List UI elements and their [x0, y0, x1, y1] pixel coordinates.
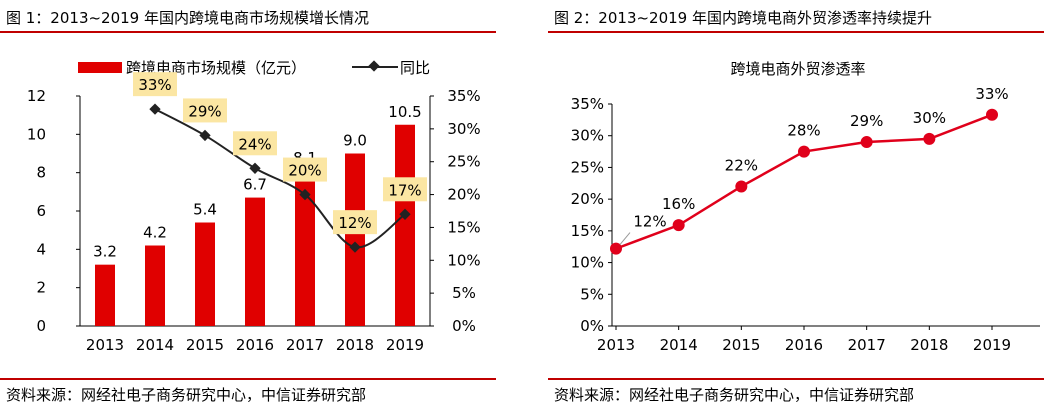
growth-label-box	[233, 131, 277, 156]
figure-1-panel: 图 1：2013~2019 年国内跨境电商市场规模增长情况 跨境电商市场规模（亿…	[0, 0, 496, 409]
figure-1-chart: 跨境电商市场规模（亿元） 同比0246810120%5%10%15%20%25%3…	[27, 59, 481, 354]
bar-value-label: 9.0	[343, 132, 367, 150]
penetration-point	[735, 180, 748, 193]
y-tick-label: 25%	[571, 158, 604, 176]
penetration-label: 16%	[662, 195, 695, 213]
penetration-label: 30%	[913, 109, 946, 127]
y-tick-label: 4	[36, 240, 46, 258]
x-tick-label: 2013	[597, 336, 635, 354]
y2-tick-label: 35%	[447, 87, 480, 105]
bar-value-label: 3.2	[93, 243, 117, 261]
x-tick-label: 2018	[336, 336, 374, 354]
figure-1-title: 图 1：2013~2019 年国内跨境电商市场规模增长情况	[6, 9, 369, 27]
y2-tick-label: 5%	[452, 284, 476, 302]
growth-point	[299, 188, 311, 201]
bar	[145, 245, 165, 326]
x-tick-label: 2017	[286, 336, 324, 354]
y-tick-label: 0%	[580, 317, 604, 335]
legend-bar-swatch	[78, 62, 122, 73]
x-tick-label: 2019	[973, 336, 1011, 354]
y-tick-label: 2	[36, 279, 46, 297]
penetration-point	[672, 219, 685, 232]
y-tick-label: 0	[36, 317, 46, 335]
bar-value-label: 10.5	[388, 103, 421, 121]
figure-2-title: 图 2：2013~2019 年国内跨境电商外贸渗透率持续提升	[554, 9, 932, 27]
y-tick-label: 6	[36, 202, 46, 220]
bar-value-label: 4.2	[143, 224, 167, 242]
growth-label-box	[183, 98, 227, 123]
growth-label: 17%	[388, 181, 421, 199]
figure-1-bottom-rule	[0, 378, 496, 380]
figure-1-source: 资料来源：网经社电子商务研究中心，中信证券研究部	[6, 386, 367, 404]
x-tick-label: 2013	[86, 336, 124, 354]
figure-2-source: 资料来源：网经社电子商务研究中心，中信证券研究部	[554, 386, 915, 404]
figure-2-panel: 图 2：2013~2019 年国内跨境电商外贸渗透率持续提升 跨境电商外贸渗透率…	[548, 0, 1044, 409]
figure-2-bottom-rule	[548, 378, 1044, 380]
growth-label: 20%	[288, 162, 321, 180]
x-tick-label: 2014	[660, 336, 698, 354]
growth-label: 12%	[338, 214, 371, 232]
y-tick-label: 8	[36, 164, 46, 182]
y-tick-label: 30%	[571, 127, 604, 145]
x-tick-label: 2016	[236, 336, 274, 354]
x-tick-label: 2018	[910, 336, 948, 354]
bar	[395, 124, 415, 326]
x-tick-label: 2017	[848, 336, 886, 354]
bar	[345, 153, 365, 326]
y2-tick-label: 0%	[452, 317, 476, 335]
growth-label-box	[333, 210, 377, 235]
penetration-label: 12%	[633, 213, 666, 231]
bar	[195, 222, 215, 326]
growth-point	[149, 103, 161, 115]
growth-label: 24%	[238, 135, 271, 153]
label-leader-line	[619, 232, 631, 245]
penetration-label: 28%	[787, 122, 820, 140]
penetration-point	[860, 136, 873, 149]
penetration-label: 33%	[975, 85, 1008, 103]
growth-label-box	[133, 72, 177, 97]
y-tick-label: 10	[27, 125, 46, 143]
figure-2-top-rule	[548, 31, 1044, 33]
figure-1-top-rule	[0, 31, 496, 33]
growth-point	[349, 241, 361, 253]
x-tick-label: 2015	[722, 336, 760, 354]
growth-point	[399, 208, 411, 220]
growth-label: 29%	[188, 102, 221, 120]
y-tick-label: 12	[27, 87, 46, 105]
x-tick-label: 2014	[136, 336, 174, 354]
penetration-point	[798, 145, 810, 158]
bar-value-label: 6.7	[243, 176, 267, 194]
bar	[95, 264, 115, 326]
bar-value-label: 5.4	[193, 201, 217, 219]
penetration-label: 22%	[725, 156, 758, 174]
x-tick-label: 2015	[186, 336, 224, 354]
legend-line-marker	[368, 60, 380, 72]
y2-tick-label: 30%	[447, 120, 480, 138]
y-tick-label: 10%	[571, 254, 604, 272]
y2-tick-label: 15%	[447, 218, 480, 236]
growth-label-box	[283, 157, 327, 182]
chart-title: 跨境电商外贸渗透率	[730, 60, 865, 78]
y-tick-label: 35%	[571, 95, 604, 113]
y-tick-label: 5%	[580, 285, 604, 303]
growth-label-box	[383, 177, 427, 202]
growth-point	[249, 162, 261, 174]
y2-tick-label: 20%	[447, 186, 480, 204]
figure-2-chart: 跨境电商外贸渗透率 0% 5% 10% 15% 20% 25% 30% 35% 2013 2014 2…	[571, 60, 1040, 354]
growth-label: 33%	[138, 76, 171, 94]
growth-point	[199, 129, 211, 142]
penetration-point	[923, 132, 936, 145]
y-tick-label: 20%	[571, 190, 604, 208]
y2-tick-label: 10%	[447, 251, 480, 269]
x-tick-label: 2016	[785, 336, 823, 354]
penetration-point	[986, 108, 998, 121]
legend-line-label: 同比	[400, 59, 430, 77]
y2-tick-label: 25%	[447, 153, 480, 171]
y-tick-label: 15%	[571, 222, 604, 240]
penetration-point	[610, 242, 622, 255]
x-tick-label: 2019	[386, 336, 424, 354]
bar	[295, 170, 315, 326]
penetration-label: 29%	[850, 112, 883, 130]
bar	[245, 197, 265, 326]
